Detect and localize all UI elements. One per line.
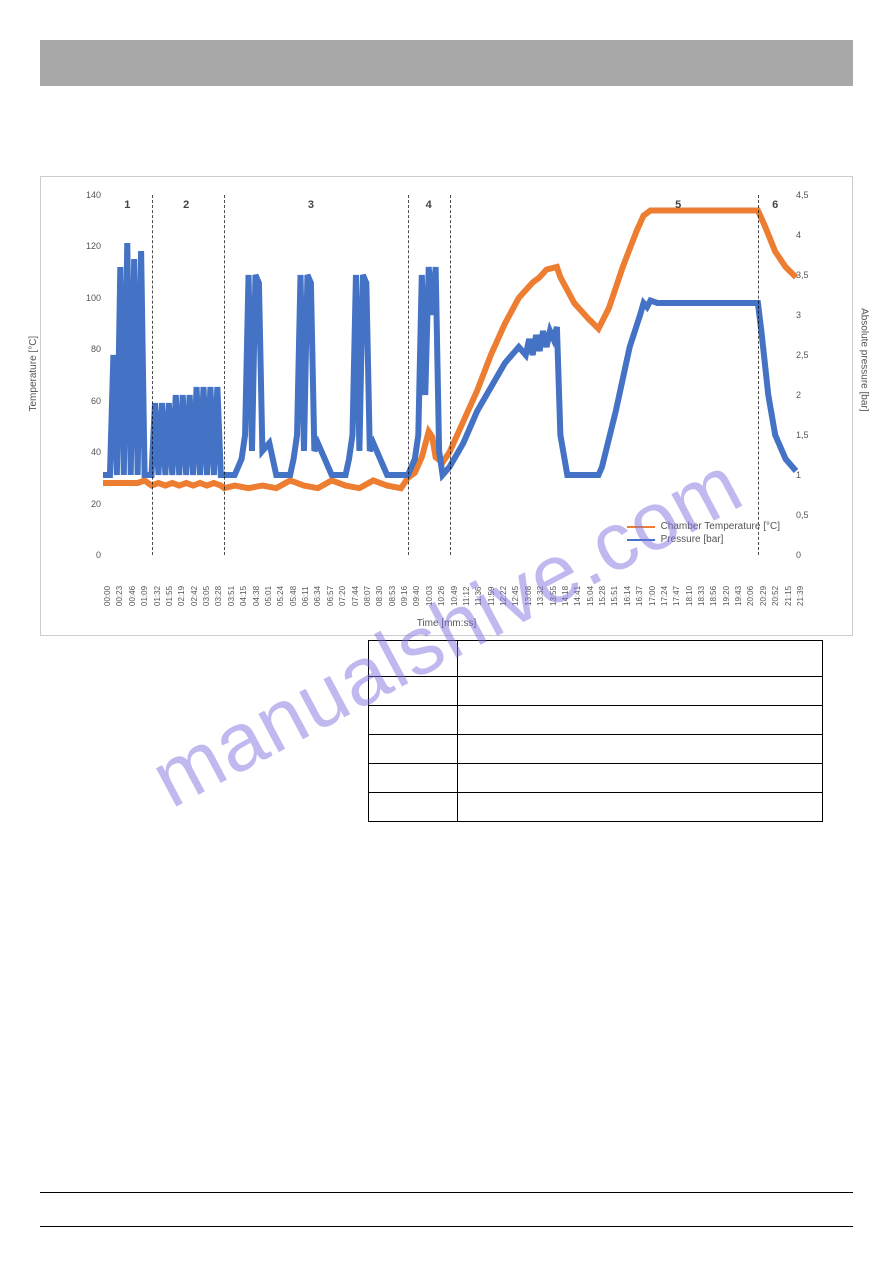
footer-line-top xyxy=(40,1192,853,1193)
phase-table xyxy=(368,640,823,822)
legend-swatch-pressure xyxy=(627,539,655,541)
plot-area: 123456 xyxy=(103,195,796,555)
x-ticks: 00:0000:2300:4601:0901:3201:5502:1902:42… xyxy=(103,557,796,615)
legend-swatch-temperature xyxy=(627,526,655,528)
header-bar xyxy=(40,40,853,86)
legend-label-temperature: Chamber Temperature [°C] xyxy=(661,521,780,532)
y-axis-left-label: Temperature [°C] xyxy=(28,336,39,412)
table-row xyxy=(369,706,823,735)
table-row xyxy=(369,735,823,764)
legend-item-pressure: Pressure [bar] xyxy=(627,534,780,545)
table-row xyxy=(369,677,823,706)
legend: Chamber Temperature [°C] Pressure [bar] xyxy=(627,519,780,545)
page: Temperature [°C] Absolute pressure [bar]… xyxy=(0,0,893,1263)
x-axis-label: Time [mm:ss] xyxy=(417,618,477,629)
y-axis-right-label: Absolute pressure [bar] xyxy=(858,308,869,411)
legend-label-pressure: Pressure [bar] xyxy=(661,534,724,545)
y-ticks-left: 020406080100120140 xyxy=(75,195,101,555)
chart-container: Temperature [°C] Absolute pressure [bar]… xyxy=(40,176,853,636)
table-row xyxy=(369,764,823,793)
table-row xyxy=(369,793,823,822)
table-row xyxy=(369,641,823,677)
legend-item-temperature: Chamber Temperature [°C] xyxy=(627,521,780,532)
y-ticks-right: 00,511,522,533,544,5 xyxy=(796,195,822,555)
footer-line-bottom xyxy=(40,1226,853,1227)
